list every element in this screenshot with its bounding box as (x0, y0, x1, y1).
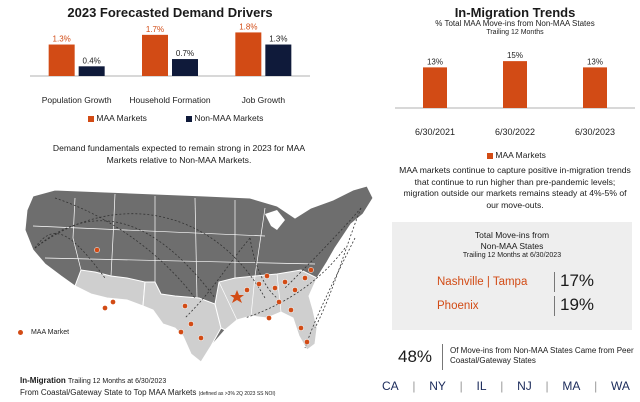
move-ins-subtitle: Trailing 12 Months at 6/30/2023 (462, 252, 562, 259)
headquarters-star-icon (230, 290, 244, 303)
trends-category-label: 6/30/2022 (495, 127, 535, 137)
drivers-bar (172, 59, 198, 76)
market-dot (256, 281, 262, 287)
market-dot (304, 339, 310, 345)
coastal-divider (442, 344, 443, 370)
map-caption-line2-text: From Coastal/Gateway State to Top MAA Ma… (20, 388, 197, 397)
state-wa: WA (611, 379, 630, 393)
trends-data-label: 15% (507, 51, 523, 60)
drivers-legend-maa: MAA Markets (88, 113, 147, 123)
drivers-category-label: Household Formation (129, 95, 211, 105)
market-dot (308, 267, 314, 273)
map-legend-label: MAA Market (30, 329, 70, 336)
row-1-divider (554, 272, 555, 292)
move-ins-box: Total Move-ins from Non-MAA States Trail… (392, 222, 632, 330)
migration-arcs (34, 197, 362, 349)
drivers-legend-non-maa: Non-MAA Markets (186, 113, 263, 123)
market-dot (102, 305, 108, 311)
trends-data-label: 13% (587, 57, 603, 66)
market-dot (94, 247, 100, 253)
trends-legend-swatch (487, 152, 493, 159)
market-dot (266, 315, 272, 321)
coastal-text: Of Move-ins from Non-MAA States Came fro… (450, 346, 634, 365)
drivers-data-label: 1.7% (146, 25, 164, 34)
drivers-chart: 1.3% 0.4% Population Growth 1.7% 0.7% Househo… (30, 22, 310, 105)
market-dot (302, 275, 308, 281)
trends-subtitle: % Total MAA Move-ins from Non-MAA States (435, 19, 595, 28)
maa-region-texas (142, 281, 222, 363)
map-caption-line1: In-Migration Trailing 12 Months at 6/30/… (20, 376, 166, 385)
drivers-caption: Demand fundamentals expected to remain s… (52, 143, 306, 165)
trends-caption: MAA markets continue to capture positive… (399, 165, 631, 210)
legend-swatch-non-maa (186, 115, 192, 122)
trends-bar (423, 67, 447, 108)
trends-subtitle2: Trailing 12 Months (486, 29, 544, 36)
drivers-data-label: 0.4% (83, 56, 101, 65)
map-legend: MAA Market (18, 329, 69, 336)
drivers-bar (235, 32, 262, 76)
move-ins-title: Total Move-ins from (474, 230, 550, 240)
trends-data-label: 13% (427, 57, 443, 66)
drivers-data-label: 0.7% (176, 49, 194, 58)
drivers-data-label: 1.8% (239, 22, 257, 31)
market-dot (288, 307, 294, 313)
market-dot (188, 321, 194, 327)
state-nj: NJ (517, 379, 532, 393)
state-ma: MA (562, 379, 581, 393)
map-caption-note: (defined as >3% 2Q 2023 SS NOI) (198, 391, 276, 397)
market-dot (182, 303, 188, 309)
drivers-legend-non-maa-label: Non-MAA Markets (194, 113, 264, 123)
market-dot (244, 287, 250, 293)
maa-market-dots (94, 247, 314, 345)
trends-chart: 13% 6/30/2021 15% 6/30/2022 13% 6/30/2023 (395, 51, 635, 137)
drivers-title: 2023 Forecasted Demand Drivers (67, 5, 273, 20)
drivers-legend-maa-label: MAA Markets (96, 113, 147, 123)
drivers-category-label: Job Growth (242, 95, 286, 105)
row-2-divider (554, 296, 555, 316)
trends-category-label: 6/30/2023 (575, 127, 615, 137)
state-borders (32, 193, 316, 321)
move-ins-row-2-label: Phoenix (437, 300, 479, 312)
trends-legend-label: MAA Markets (495, 150, 546, 160)
trends-title: In-Migration Trends (454, 5, 576, 20)
trends-bar (583, 67, 607, 108)
trends-category-label: 6/30/2021 (415, 127, 455, 137)
coastal-states: CA | NY | IL | NJ | MA | WA (382, 379, 630, 393)
trends-bar (503, 61, 527, 108)
market-dot (292, 287, 298, 293)
market-dot (276, 299, 282, 305)
market-dot (110, 299, 116, 305)
state-ca: CA (382, 379, 399, 393)
market-dot (272, 285, 278, 291)
state-ny: NY (429, 379, 446, 393)
move-ins-row-1-value: 17% (560, 271, 595, 290)
us-migration-map (24, 185, 374, 363)
market-dot (298, 325, 304, 331)
map-caption-bold: In-Migration (20, 376, 66, 385)
drivers-category-label: Population Growth (42, 95, 112, 105)
move-ins-row-1-label: Nashville | Tampa (437, 276, 528, 288)
map-caption-line2: From Coastal/Gateway State to Top MAA Ma… (20, 388, 275, 397)
drivers-bar (265, 44, 292, 76)
market-dot (282, 279, 288, 285)
drivers-bar (142, 34, 168, 76)
map-caption-small: Trailing 12 Months at 6/30/2023 (68, 378, 167, 385)
trends-legend: MAA Markets (487, 150, 546, 160)
move-ins-row-2-value: 19% (560, 295, 595, 314)
market-dot (264, 273, 270, 279)
drivers-bar (48, 44, 75, 76)
market-dot (198, 335, 204, 341)
state-il: IL (476, 379, 487, 393)
drivers-data-label: 1.3% (269, 35, 287, 44)
drivers-bar (78, 66, 105, 76)
coastal-pct: 48% (398, 347, 433, 366)
move-ins-title2: Non-MAA States (480, 241, 544, 251)
drivers-data-label: 1.3% (53, 35, 71, 44)
market-dot (178, 329, 184, 335)
map-legend-dot-icon (18, 329, 23, 335)
legend-swatch-maa (88, 115, 94, 122)
